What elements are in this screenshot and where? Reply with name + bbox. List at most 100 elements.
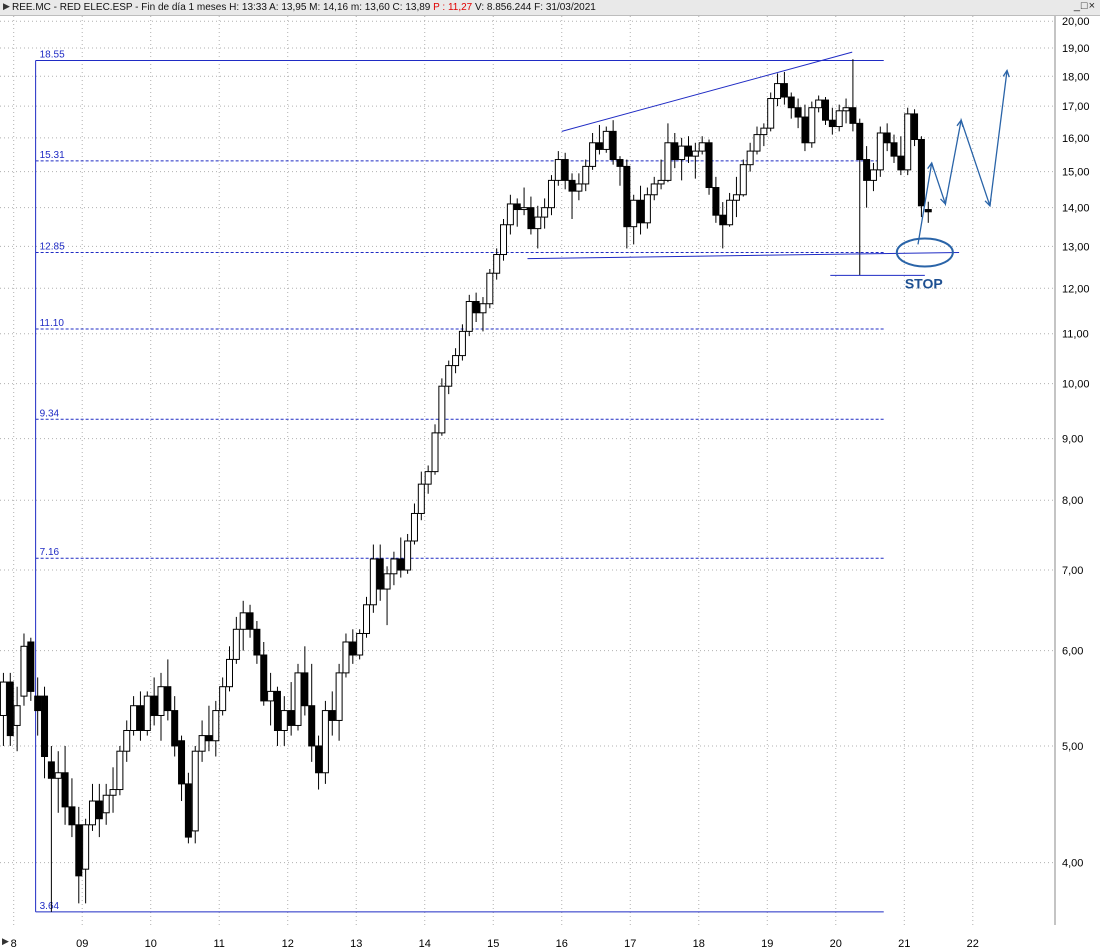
candle-body <box>136 705 144 731</box>
candle-body <box>143 695 151 731</box>
fib-level-label: 11.10 <box>40 318 65 329</box>
candle-body <box>863 159 871 181</box>
x-tick-label: 18 <box>693 938 705 950</box>
candle-body <box>815 99 823 109</box>
candle-body <box>506 203 514 226</box>
support-line <box>527 251 960 260</box>
candle-body <box>561 159 569 181</box>
x-tick-label: 22 <box>967 938 979 950</box>
candle-body <box>219 686 227 712</box>
candle-body <box>452 355 460 367</box>
y-tick-label: 7,00 <box>1062 565 1083 577</box>
candle-body <box>198 735 206 752</box>
candle-body <box>102 794 110 814</box>
candle-body <box>650 183 658 196</box>
x-tick-label: 21 <box>898 938 910 950</box>
candle-body <box>88 800 96 826</box>
candle-body <box>513 203 521 211</box>
candle-body <box>575 183 583 192</box>
candle-body <box>678 145 686 161</box>
x-tick-label: 19 <box>761 938 773 950</box>
candle-body <box>349 641 357 656</box>
candle-body <box>664 142 672 181</box>
candle-body <box>130 705 138 731</box>
candle-body <box>369 558 377 606</box>
candle-body <box>630 199 638 228</box>
fib-level-label: 12.85 <box>40 241 65 252</box>
y-tick-label: 14,00 <box>1062 203 1090 215</box>
y-tick-label: 20,00 <box>1062 16 1090 28</box>
scroll-arrow-icon[interactable]: ▶ <box>2 936 9 946</box>
candle-body <box>410 512 418 542</box>
fib-level-label: 15.31 <box>40 150 65 161</box>
candle-body <box>835 110 843 128</box>
candle-body <box>390 558 398 575</box>
candle-body <box>616 159 624 167</box>
candle-body <box>41 695 49 758</box>
candle-body <box>260 654 268 702</box>
title-info: REE.MC - RED ELEC.ESP - Fin de día 1 mes… <box>12 2 434 13</box>
candle-body <box>767 98 775 129</box>
candle-body <box>363 604 371 634</box>
candle-body <box>438 385 446 434</box>
window-controls[interactable]: _□× <box>1073 0 1096 12</box>
x-tick-label: 20 <box>830 938 842 950</box>
candle-body <box>205 735 213 742</box>
candle-body <box>657 179 665 185</box>
candle-body <box>246 612 254 630</box>
candle-body <box>684 145 692 157</box>
candle-body <box>232 628 240 660</box>
title-volume-date: V: 8.856.244 F: 31/03/2021 <box>472 2 596 13</box>
candle-body <box>883 132 891 144</box>
y-tick-label: 19,00 <box>1062 43 1090 55</box>
candle-body <box>760 127 768 136</box>
candle-body <box>534 216 542 230</box>
fibonacci-levels: 18.55 15.31 12.85 11.10 9.34 7.16 3.64 <box>35 50 884 913</box>
expand-arrow-icon[interactable]: ▶ <box>3 1 10 11</box>
candle-body <box>417 483 425 514</box>
x-tick-label: 10 <box>145 938 157 950</box>
candle-body <box>171 710 179 747</box>
projection-arrowhead <box>940 196 947 206</box>
stop-ellipse <box>895 237 954 268</box>
x-tick-label: 14 <box>419 938 431 950</box>
fib-level-label: 3.64 <box>40 901 60 912</box>
candle-body <box>643 194 651 224</box>
candle-body <box>780 83 788 98</box>
candle-body <box>301 672 309 707</box>
y-tick-label: 17,00 <box>1062 101 1090 113</box>
candle-body <box>746 150 754 166</box>
candle-body <box>458 330 466 357</box>
candle-body <box>500 224 508 256</box>
y-tick-label: 16,00 <box>1062 133 1090 145</box>
candle-body <box>486 272 494 305</box>
candle-body <box>849 107 857 124</box>
candle-body <box>0 681 7 716</box>
x-tick-label: 12 <box>282 938 294 950</box>
candle-body <box>856 122 864 161</box>
candle-body <box>541 207 549 218</box>
candle-body <box>184 783 192 838</box>
candle-body <box>808 107 816 144</box>
candle-body <box>589 142 597 167</box>
x-tick-label: 13 <box>350 938 362 950</box>
candle-body <box>267 690 275 702</box>
title-bar: ▶ REE.MC - RED ELEC.ESP - Fin de día 1 m… <box>0 0 1100 16</box>
candle-body <box>191 750 199 832</box>
candle-body <box>520 207 528 211</box>
candle-body <box>109 789 117 796</box>
candle-body <box>431 432 439 473</box>
y-tick-label: 9,00 <box>1062 434 1083 446</box>
candle-body <box>225 658 233 688</box>
candle-body <box>150 695 158 716</box>
candle-body <box>95 800 103 820</box>
candle-body <box>602 130 610 150</box>
candle-body <box>123 729 131 752</box>
candle-body <box>924 209 932 213</box>
candle-body <box>753 134 761 152</box>
candle-body <box>637 199 645 224</box>
candle-body <box>376 558 384 590</box>
y-tick-label: 5,00 <box>1062 741 1083 753</box>
x-tick-label: 15 <box>487 938 499 950</box>
candle-body <box>801 116 809 144</box>
